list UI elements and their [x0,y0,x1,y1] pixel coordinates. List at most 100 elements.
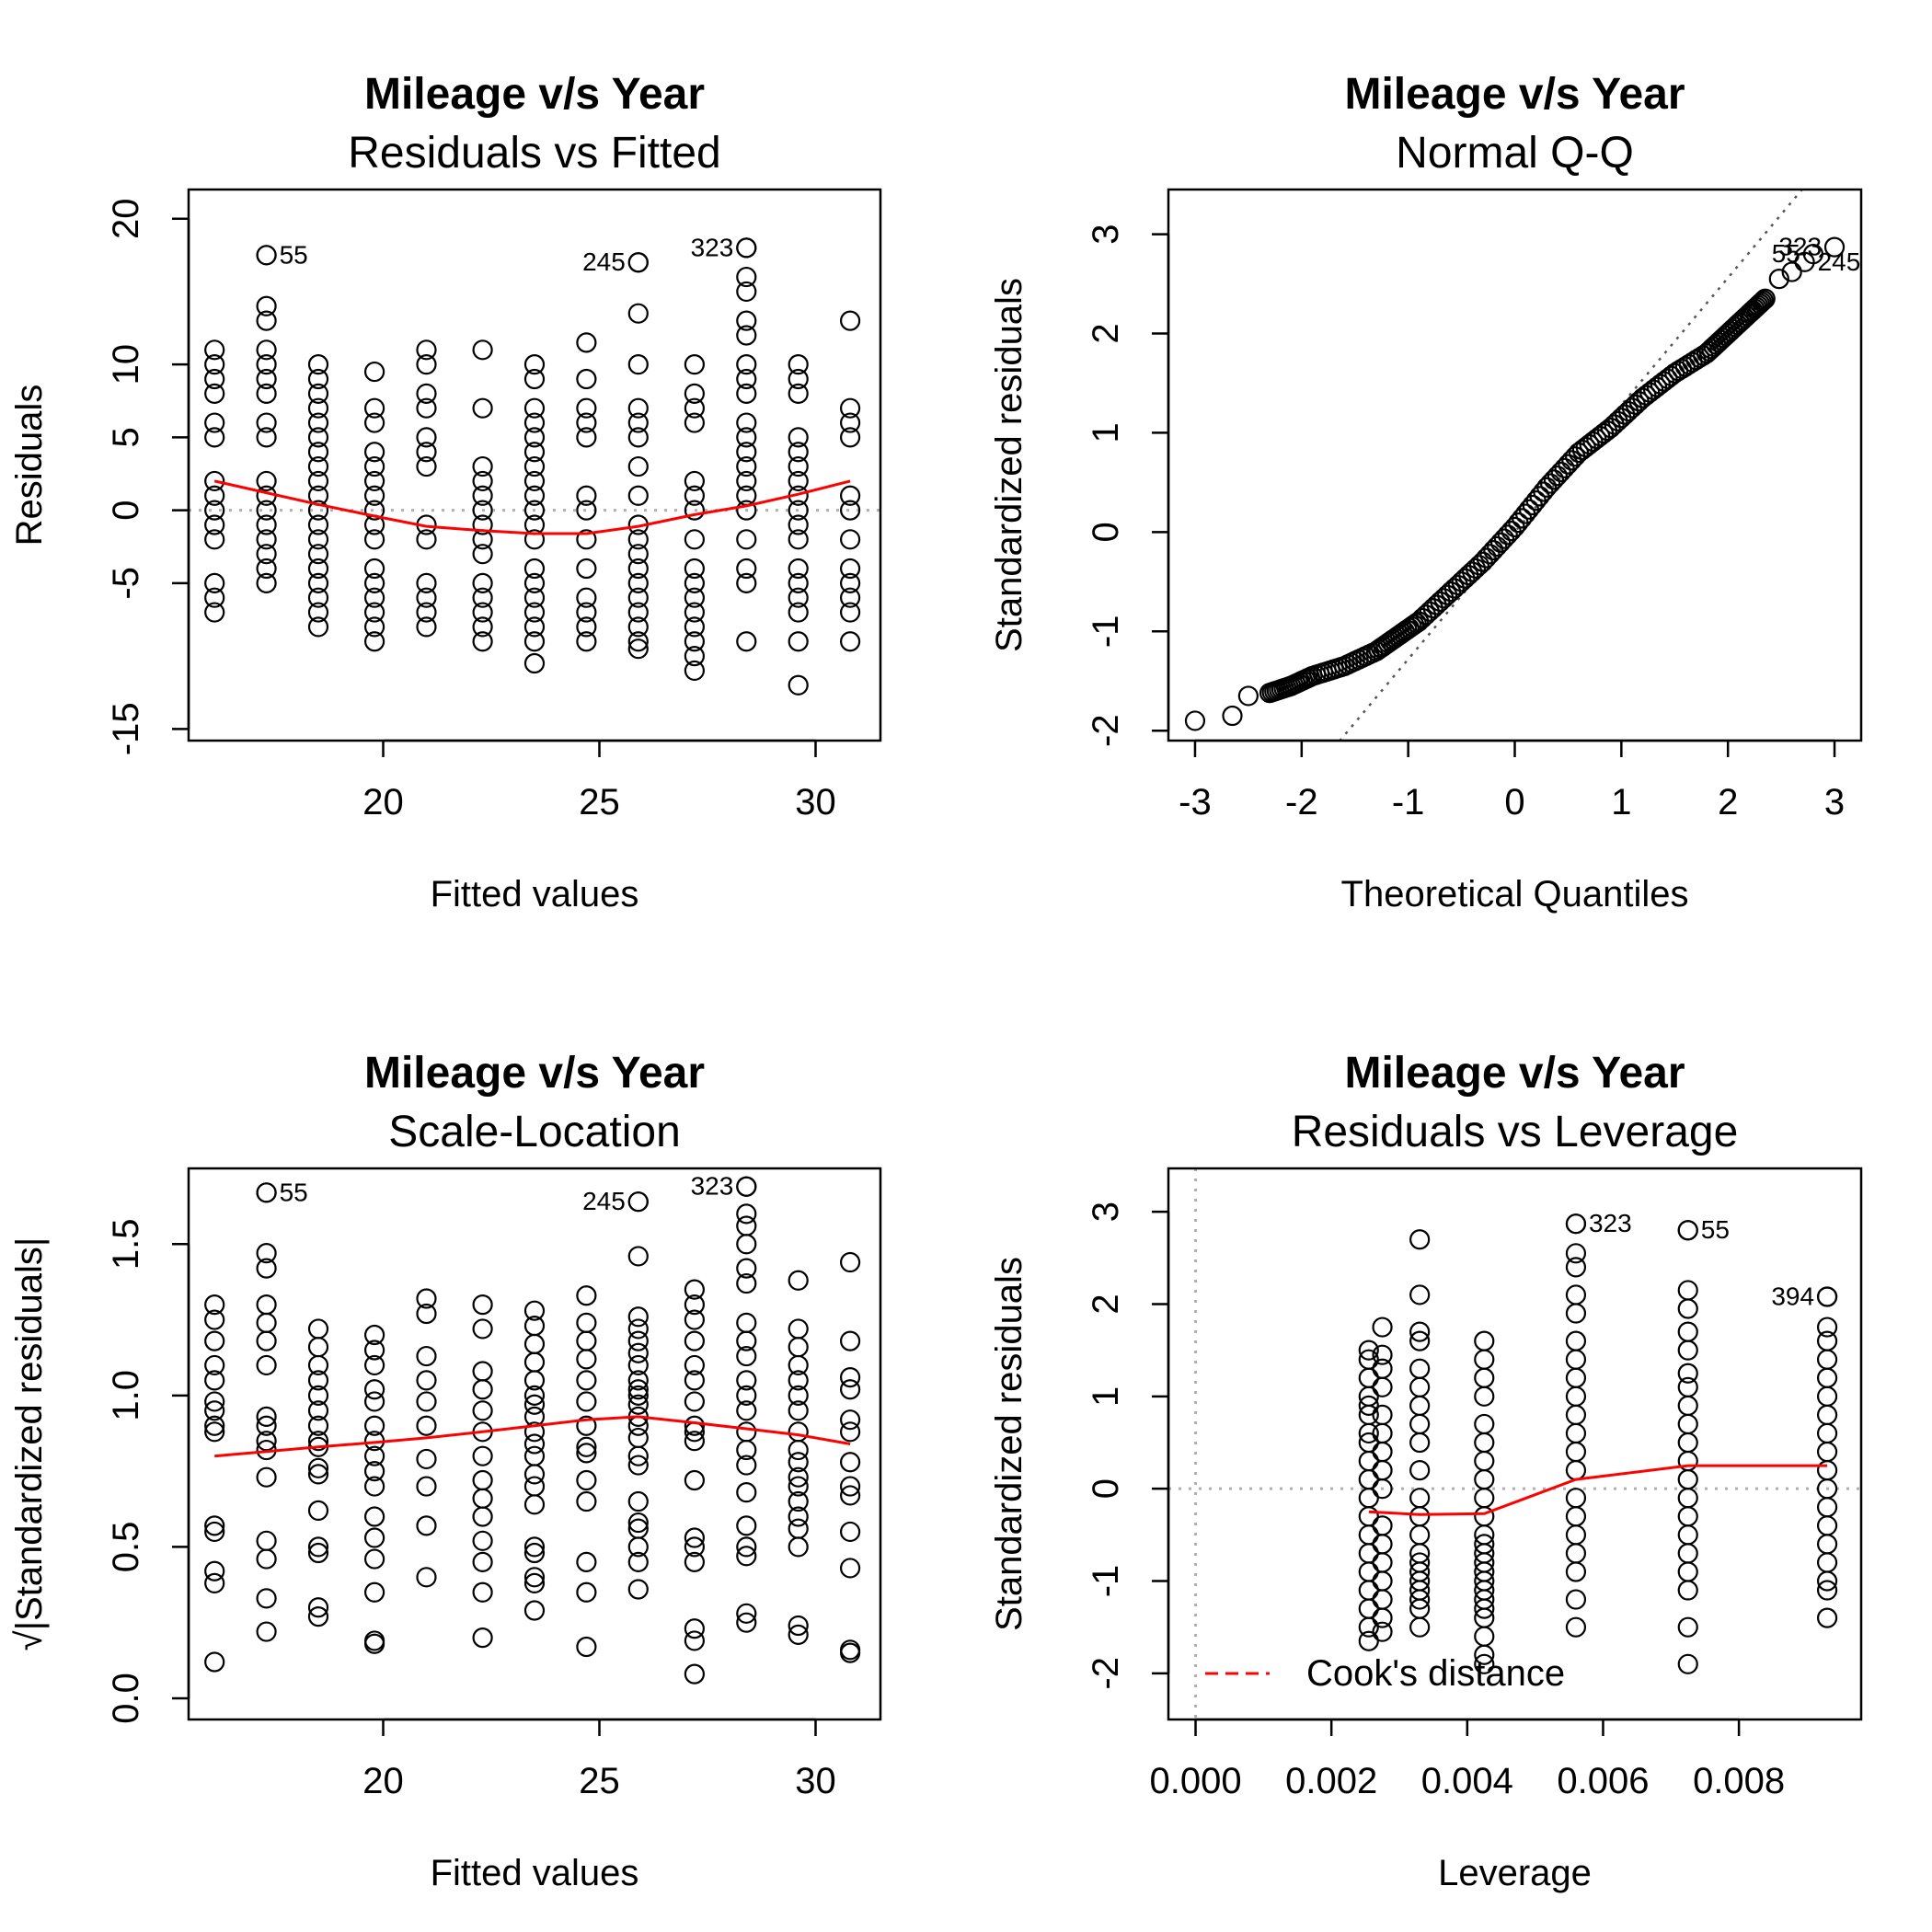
data-point [523,529,546,550]
data-point [416,1515,437,1536]
data-point [1794,251,1815,272]
data-point [1565,1459,1587,1481]
data-point [1565,1213,1587,1235]
data-point [364,1461,385,1482]
data-point [1372,1570,1393,1592]
data-point [788,1370,809,1391]
data-point [627,1536,649,1558]
data-point [1474,1367,1495,1388]
y-tick-label: -15 [106,702,146,755]
data-point [576,558,597,580]
data-point [307,1431,329,1452]
data-point [684,1663,706,1685]
point-label: 394 [1771,1282,1814,1310]
y-tick-label: 1.0 [106,1370,146,1421]
data-point [1816,1286,1838,1307]
data-point [576,1285,597,1306]
data-point [204,1560,225,1581]
y-tick-label: -2 [1086,714,1126,747]
data-point [204,1415,225,1436]
data-point [1565,1589,1587,1610]
legend-label: Cook's distance [1306,1653,1565,1694]
data-point [523,1567,546,1588]
data-point [576,1436,597,1457]
data-point [1483,540,1504,561]
data-point [256,529,277,550]
data-point [1372,1534,1393,1555]
data-point [1372,1607,1393,1628]
data-point [204,1572,225,1593]
data-point [684,529,706,550]
data-point [839,1330,861,1351]
data-point [788,1466,809,1488]
data-point [1358,1524,1379,1546]
data-point [1768,269,1789,290]
data-point [788,1518,809,1539]
data-point [307,587,329,608]
data-point [627,412,649,433]
data-point [204,514,225,535]
data-point [839,1251,861,1273]
data-point [788,1270,809,1291]
data-point [307,1354,329,1376]
x-tick-label: -3 [1179,782,1212,822]
chart-subtitle: Scale-Location [388,1108,681,1156]
data-point [1474,1626,1495,1647]
data-point [204,1309,225,1330]
data-point [472,1506,493,1527]
data-point [364,1340,385,1361]
data-point [256,1406,277,1427]
data-point [1358,1450,1379,1472]
data-point [364,1445,385,1466]
data-point [416,1415,437,1436]
data-point [736,427,757,448]
y-tick-label: 2 [1086,323,1126,343]
data-point [1677,1506,1698,1527]
x-tick-label: -2 [1285,782,1318,822]
data-point [627,1342,649,1363]
data-point [523,427,546,448]
data-point [416,1391,437,1412]
data-point [788,1476,809,1497]
data-point [204,1400,225,1421]
data-point [684,645,706,667]
data-point [736,529,757,550]
chart-title: Mileage v/s Year [364,70,705,119]
data-point [736,1603,757,1624]
data-point [736,1439,757,1461]
data-point [839,572,861,593]
data-point [788,1624,809,1645]
data-point [627,1445,649,1466]
data-point [1409,1376,1431,1397]
data-point [256,1312,277,1333]
data-point [523,1445,546,1466]
data-point [736,1258,757,1279]
data-point [1677,1488,1698,1509]
x-tick-label: 0.000 [1149,1761,1241,1801]
data-point [1565,1257,1587,1278]
data-point [839,412,861,433]
x-axis-label: Leverage [1438,1853,1592,1893]
data-point [307,1318,329,1340]
data-point [256,1243,277,1264]
data-point [307,1370,329,1391]
data-point [1493,528,1515,549]
data-point [204,354,225,375]
data-point [523,631,546,652]
data-point [627,572,649,593]
data-point [204,1391,225,1412]
chart-title: Mileage v/s Year [1344,1049,1685,1098]
plot-area [1168,1168,1861,1719]
smoother-line [214,1415,851,1458]
data-point [627,1512,649,1534]
data-point [1372,1552,1393,1573]
data-point [839,587,861,608]
data-point [204,427,225,448]
data-point [736,354,757,375]
data-point [576,368,597,390]
data-point [1358,1469,1379,1490]
x-tick-label: 1 [1611,782,1631,822]
data-point [416,602,437,623]
data-point [736,310,757,331]
data-point [576,1415,597,1436]
